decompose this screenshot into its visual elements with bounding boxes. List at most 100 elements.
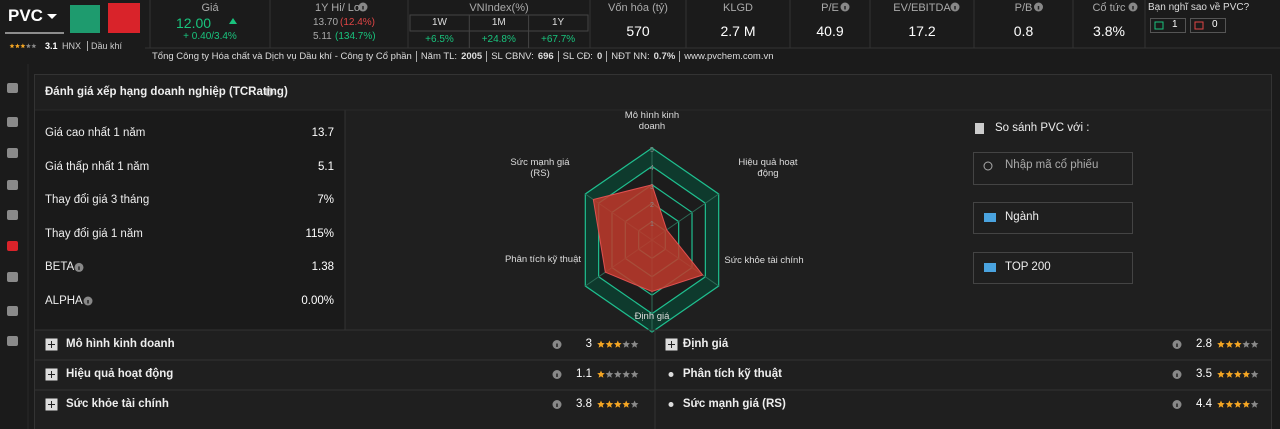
logo-green <box>70 5 100 33</box>
score-label[interactable]: Phân tích kỹ thuật <box>682 368 782 380</box>
stat-label: Giá thấp nhất 1 năm <box>45 160 150 173</box>
logo-red <box>108 3 140 33</box>
search-placeholder[interactable]: Nhập mã cổ phiếu <box>1005 159 1099 171</box>
stat-value: 1.38 <box>311 261 334 274</box>
industry: Dầu khí <box>87 41 122 51</box>
period-value: +6.5% <box>425 34 454 45</box>
star <box>1234 340 1242 348</box>
thumb-up <box>1154 21 1164 30</box>
exchange: HNX <box>62 41 82 51</box>
fact-label: NĐT NN: <box>606 51 650 62</box>
star <box>1234 400 1242 408</box>
metric-value: 3.8% <box>1093 23 1125 39</box>
star <box>1225 340 1234 348</box>
star <box>630 370 639 378</box>
stat-value: 115% <box>305 227 334 240</box>
stat-label: Giá cao nhất 1 năm <box>45 127 146 139</box>
down-count[interactable]: 0 <box>1212 19 1218 30</box>
radar-tick-label: 2 <box>650 202 654 210</box>
star <box>1217 340 1225 348</box>
company-name: Tổng Công ty Hóa chất và Dịch vụ Dầu khí… <box>152 51 412 62</box>
star <box>597 370 605 378</box>
hi: 13.70 <box>313 17 339 28</box>
radar-tick-label: 5 <box>650 147 654 154</box>
star-rating <box>597 340 639 348</box>
search-box <box>973 152 1133 185</box>
metric-label: Vốn hóa (tỷ) <box>608 2 668 14</box>
star <box>605 370 614 378</box>
period: 1W <box>432 17 447 28</box>
hilo-label: 1Y Hi/ Lo <box>315 2 361 14</box>
box <box>409 14 589 32</box>
stat-label: Thay đổi giá 1 năm <box>45 227 143 240</box>
star <box>597 340 605 348</box>
metric-value: 40.9 <box>816 23 844 39</box>
sidebar-icon[interactable] <box>7 336 18 346</box>
score-label[interactable]: Định giá <box>682 338 729 350</box>
bullet <box>668 372 674 377</box>
star-rating <box>9 43 37 49</box>
up-arrow <box>229 18 237 24</box>
sidebar-icon[interactable] <box>7 241 18 251</box>
fact-value: 696 <box>537 51 554 62</box>
star <box>622 400 630 408</box>
stat-label: Thay đổi giá 3 tháng <box>45 194 150 207</box>
radar-axis-label: Phân tích kỹ thuật <box>504 254 582 265</box>
ticker[interactable]: PVC <box>8 6 43 25</box>
star <box>1217 400 1225 408</box>
star <box>1217 370 1225 378</box>
score-value: 3.8 <box>576 398 592 410</box>
thumb-down <box>1194 21 1204 30</box>
star-rating <box>597 400 639 408</box>
sidebar-icon[interactable] <box>7 180 18 190</box>
star <box>614 340 622 348</box>
fact-label: Năm TL: <box>415 51 457 62</box>
star <box>597 400 605 408</box>
metric-label: Cổ tức <box>1092 2 1126 14</box>
sidebar-icon[interactable] <box>7 272 18 282</box>
sidebar-icon[interactable] <box>7 148 18 158</box>
score-value: 3.5 <box>1196 368 1212 380</box>
score-label[interactable]: Mô hình kinh doanh <box>66 338 175 350</box>
compare-button-label[interactable]: Ngành <box>1005 211 1039 223</box>
metric-label: P/B <box>1014 2 1033 14</box>
stat-value: 5.1 <box>318 160 334 173</box>
hi-change: (12.4%) <box>340 17 376 28</box>
lo-change: (134.7%) <box>335 31 376 42</box>
compare-title: So sánh PVC với : <box>995 122 1090 134</box>
sidebar-icon[interactable] <box>7 210 18 220</box>
radar-axis-label: Định giá <box>634 311 670 322</box>
dropdown-arrow <box>47 14 57 19</box>
metric-value: 570 <box>626 23 650 39</box>
button-icon <box>984 263 996 272</box>
stat-value: 7% <box>317 194 334 207</box>
radar-tick-label: 4 <box>650 165 654 173</box>
star <box>20 43 26 49</box>
star <box>605 340 614 348</box>
box <box>1150 18 1186 33</box>
sidebar-icon[interactable] <box>7 117 18 127</box>
score-label[interactable]: Hiệu quả hoạt động <box>66 368 174 380</box>
radar-axis-label: Sức mạnh giá (RS) <box>510 157 570 179</box>
star <box>630 340 639 348</box>
star <box>622 370 630 378</box>
star-rating <box>1217 340 1259 348</box>
sidebar-icon[interactable] <box>7 306 18 316</box>
up-count[interactable]: 1 <box>1172 19 1178 30</box>
sidebar-icon[interactable] <box>7 83 18 93</box>
star <box>1250 370 1259 378</box>
radar-area <box>592 184 704 293</box>
score-label[interactable]: Sức khỏe tài chính <box>66 398 169 410</box>
company-line: Tổng Công ty Hóa chất và Dịch vụ Dầu khí… <box>152 51 774 62</box>
star <box>1225 400 1234 408</box>
star <box>1242 370 1250 378</box>
score-label[interactable]: Sức mạnh giá (RS) <box>682 398 786 410</box>
stat-value: 0.00% <box>301 295 334 307</box>
score-value: 3 <box>585 338 592 350</box>
star <box>1242 340 1250 348</box>
compare-button-label[interactable]: TOP 200 <box>1005 261 1051 273</box>
period: 1M <box>491 17 506 28</box>
rating: 3.1 <box>45 41 58 51</box>
button-icon <box>984 213 996 222</box>
bullet <box>668 402 674 407</box>
